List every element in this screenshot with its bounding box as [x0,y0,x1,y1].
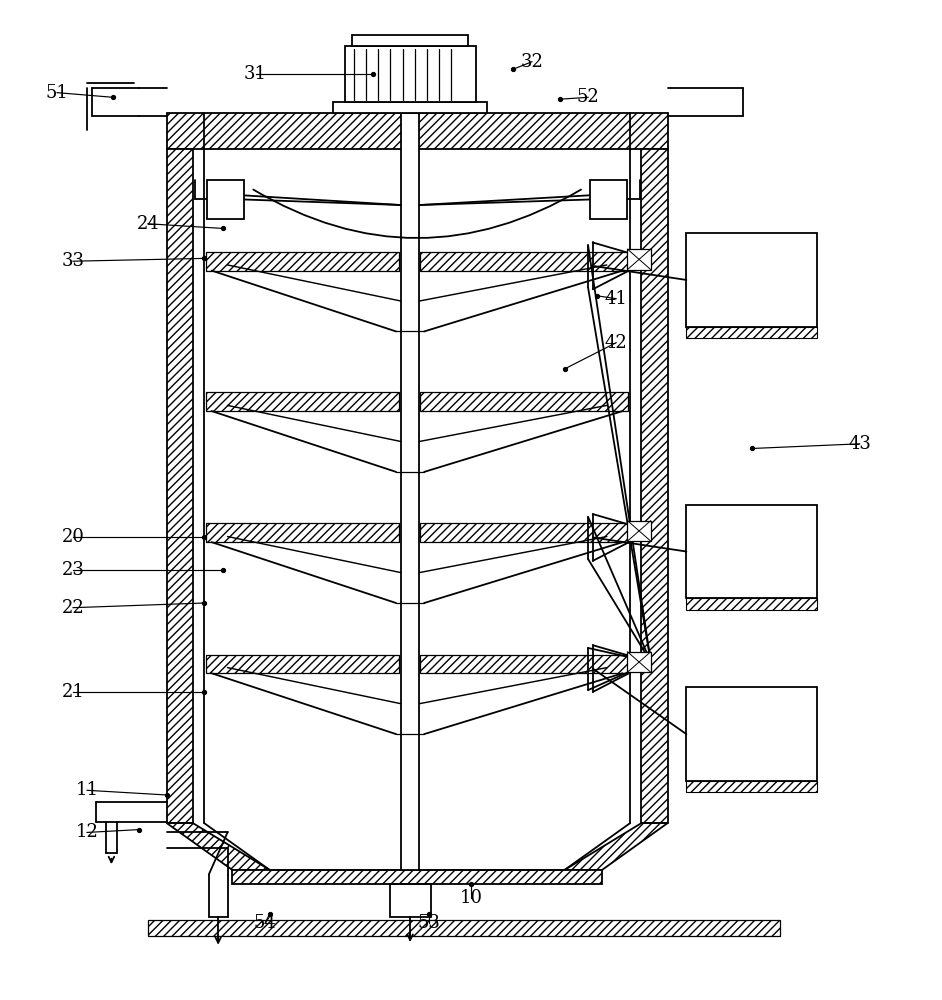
Bar [207,180,244,219]
Bar [352,35,468,46]
Text: 23: 23 [61,561,85,579]
Bar [206,655,398,673]
Bar [206,252,398,271]
Bar [400,113,419,870]
Bar [687,598,818,610]
Bar [687,327,818,338]
Polygon shape [642,149,668,823]
Bar [167,113,668,149]
Bar [687,505,818,598]
Text: 22: 22 [61,599,85,617]
Text: 43: 43 [848,435,871,453]
Bar [390,884,430,917]
Bar [627,249,651,270]
Bar [345,46,476,102]
Bar [420,523,628,542]
Text: 41: 41 [605,290,627,308]
Text: 10: 10 [460,889,482,907]
Text: 24: 24 [137,215,159,233]
Polygon shape [167,823,269,870]
Polygon shape [167,149,193,823]
Bar [627,521,651,541]
Bar [687,781,818,792]
Text: 11: 11 [75,781,99,799]
Text: 32: 32 [520,53,544,71]
Text: 51: 51 [45,84,69,102]
Polygon shape [564,823,668,870]
Text: 33: 33 [61,252,85,270]
Bar [627,652,651,672]
Text: 42: 42 [605,334,627,352]
Bar [420,252,628,271]
Bar [420,655,628,673]
Bar [148,920,780,936]
Text: 20: 20 [61,528,85,546]
Text: 52: 52 [577,88,599,106]
Bar [333,102,487,113]
Text: 54: 54 [253,914,276,932]
Bar [590,180,627,219]
Bar [687,233,818,327]
Bar [206,392,398,411]
Text: 12: 12 [75,823,99,841]
Bar [420,392,628,411]
Bar [687,687,818,781]
Text: 21: 21 [61,683,85,701]
Bar [233,870,602,884]
Text: 53: 53 [417,914,440,932]
Bar [206,523,398,542]
Text: 31: 31 [244,65,268,83]
